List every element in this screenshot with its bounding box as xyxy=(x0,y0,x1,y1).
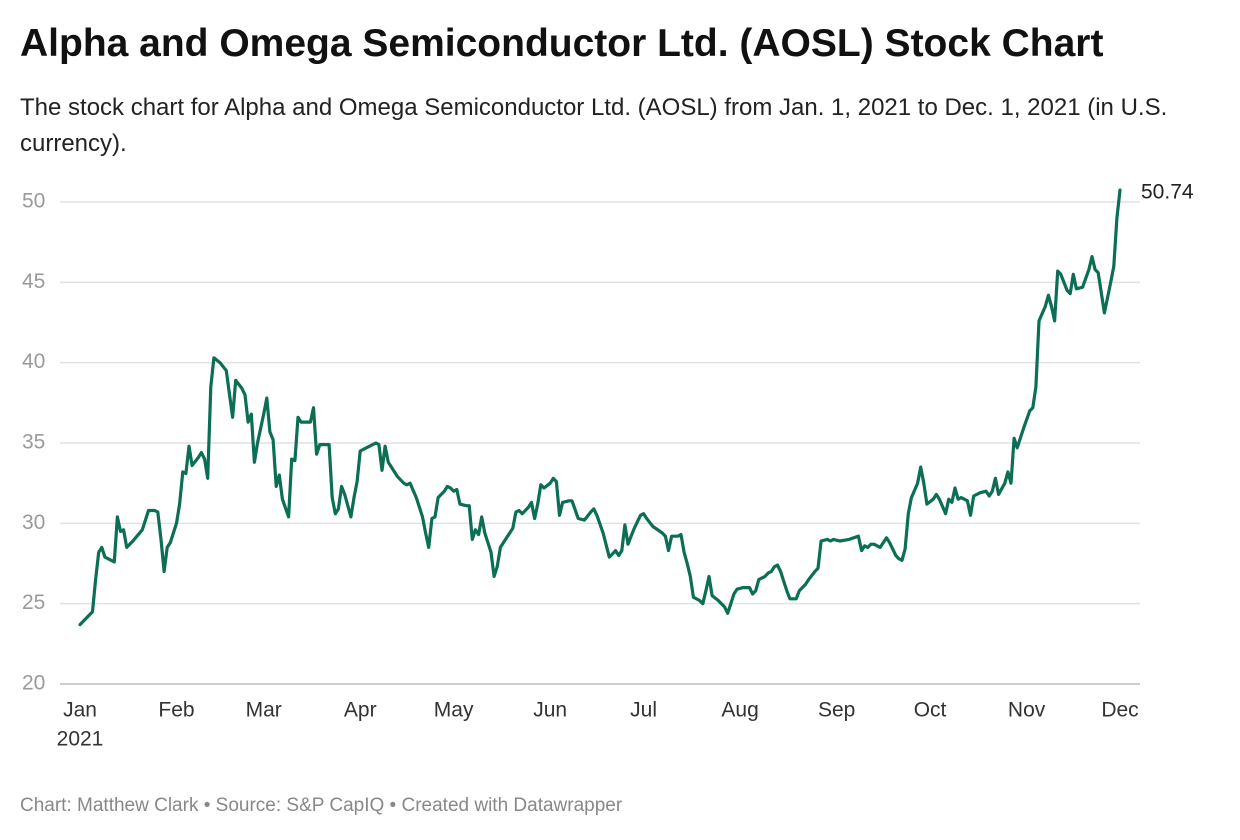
x-tick-label: Aug xyxy=(721,699,758,722)
chart: 2021 20 25 30 35 40 45 50 Jan Feb Mar Apr May Jun Jul… xyxy=(22,181,1194,751)
x-tick-label: Jul xyxy=(630,699,657,722)
y-tick-label: 25 xyxy=(22,591,45,614)
y-tick-label: 45 xyxy=(22,270,45,293)
end-value-label: 50.74 xyxy=(1141,181,1194,204)
chart-source: Chart: Matthew Clark • Source: S&P CapIQ… xyxy=(20,795,623,816)
x-tick-label: Jan xyxy=(63,699,97,722)
x-tick-label: Oct xyxy=(914,699,947,722)
x-tick-label: Sep xyxy=(818,699,855,722)
price-line xyxy=(78,188,1122,627)
y-tick-label: 20 xyxy=(22,672,45,695)
x-tick-label: Feb xyxy=(158,699,194,722)
x-tick-label: Mar xyxy=(246,699,282,722)
y-tick-label: 50 xyxy=(22,190,45,213)
chart-subtitle: The stock chart for Alpha and Omega Semi… xyxy=(20,94,1168,157)
x-tick-label: Dec xyxy=(1101,699,1138,722)
x-tick-label: Apr xyxy=(344,699,377,722)
y-tick-label: 30 xyxy=(22,511,45,534)
x-tick-label: Nov xyxy=(1008,699,1046,722)
x-tick-label: Jun xyxy=(533,699,567,722)
y-tick-label: 35 xyxy=(22,431,45,454)
y-tick-label: 40 xyxy=(22,350,45,373)
x-year-label: 2021 xyxy=(57,728,104,751)
x-tick-label: May xyxy=(434,699,474,722)
chart-title: Alpha and Omega Semiconductor Ltd. (AOSL… xyxy=(20,22,1104,65)
